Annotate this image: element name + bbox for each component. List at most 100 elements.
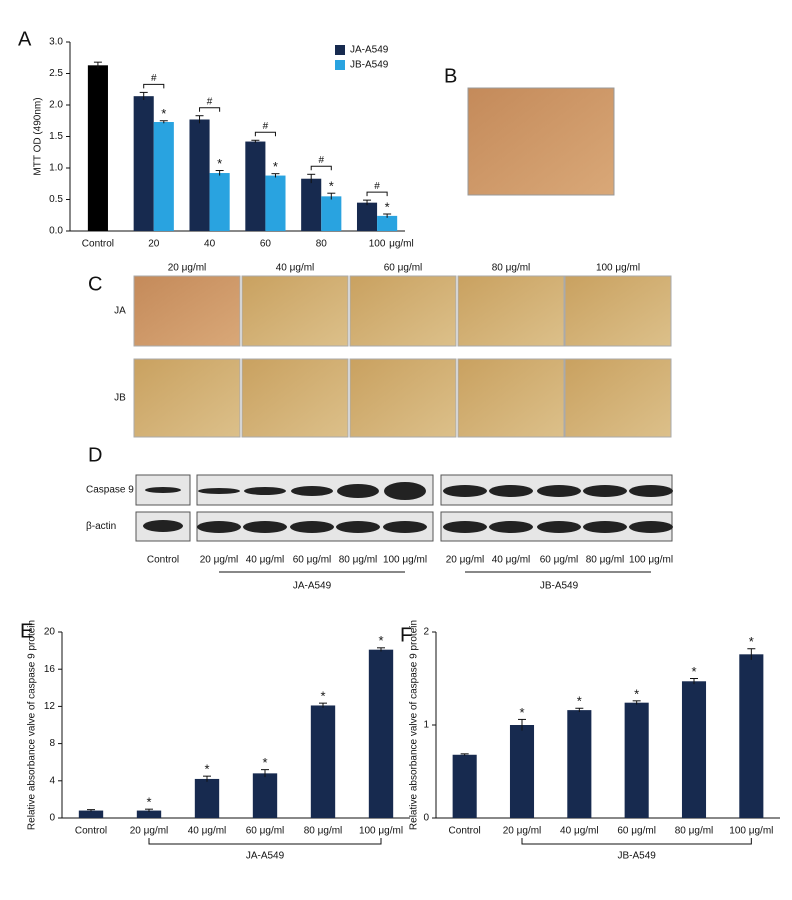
micrograph: [564, 275, 672, 347]
group-label: JA-A549: [293, 581, 332, 592]
y-tick-label: 2: [423, 627, 429, 638]
lane-label: 60 μg/ml: [540, 555, 579, 566]
x-unit: μg/ml: [389, 239, 414, 250]
bar: [452, 754, 477, 818]
bar: [252, 773, 278, 818]
significance-star: *: [385, 199, 390, 214]
lane-label: 40 μg/ml: [246, 555, 285, 566]
bar: [189, 119, 210, 231]
column-label: 60 μg/ml: [384, 263, 423, 274]
band: [290, 521, 334, 533]
y-tick-label: 1.0: [49, 163, 63, 174]
bar: [624, 702, 649, 818]
y-tick-label: 2.0: [49, 100, 63, 111]
bar: [245, 141, 266, 231]
group-bracket: [148, 838, 382, 845]
bar: [133, 96, 154, 232]
lane-label: 80 μg/ml: [586, 555, 625, 566]
x-tick-label: 20: [148, 239, 160, 250]
bar: [153, 122, 174, 231]
band: [291, 486, 333, 496]
band: [337, 484, 379, 498]
x-tick-label: 60: [260, 239, 272, 250]
band: [197, 521, 241, 533]
row-label: JA: [114, 306, 126, 317]
x-tick-label: 80 μg/ml: [304, 826, 343, 837]
panel-label: A: [18, 28, 32, 50]
lane-label: 80 μg/ml: [339, 555, 378, 566]
micrograph: [241, 358, 349, 438]
y-tick-label: 2.5: [49, 68, 63, 79]
legend-label: JA-A549: [350, 45, 389, 56]
micrograph: [133, 275, 241, 347]
bar: [265, 175, 286, 231]
bar: [356, 202, 378, 231]
column-label: 20 μg/ml: [168, 263, 207, 274]
x-tick-label: 60 μg/ml: [617, 826, 656, 837]
hash-symbol: #: [263, 121, 269, 132]
band: [145, 487, 181, 493]
x-tick-label: 100 μg/ml: [359, 826, 403, 837]
significance-star: *: [329, 179, 334, 194]
x-tick-label: 80: [316, 239, 328, 250]
x-tick-label: 60 μg/ml: [246, 826, 285, 837]
bar: [681, 681, 707, 818]
micrograph: [241, 275, 349, 347]
hash-symbol: #: [207, 96, 213, 107]
micrograph: [349, 358, 457, 438]
hash-bracket: [254, 131, 276, 137]
x-tick-label: 40: [204, 239, 216, 250]
band: [629, 521, 673, 533]
lane-label: 40 μg/ml: [492, 555, 531, 566]
bar: [209, 173, 230, 231]
y-tick-label: 0.0: [49, 226, 63, 237]
group-label: JA-A549: [246, 851, 285, 862]
legend-swatch: [335, 60, 345, 70]
lane-label: 100 μg/ml: [383, 555, 427, 566]
band: [383, 521, 427, 533]
lane-label: 20 μg/ml: [446, 555, 485, 566]
significance-star: *: [161, 106, 166, 121]
band: [244, 487, 286, 495]
hash-bracket: [310, 165, 332, 171]
bar: [509, 725, 535, 818]
band: [537, 521, 581, 533]
y-tick-label: 20: [44, 627, 56, 638]
y-tick-label: 16: [44, 664, 56, 675]
y-tick-label: 1.5: [49, 131, 63, 142]
bar: [739, 654, 764, 818]
significance-star: *: [204, 762, 209, 777]
bar: [136, 810, 162, 818]
band: [583, 521, 627, 533]
lane-label: 20 μg/ml: [200, 555, 239, 566]
bar: [301, 178, 322, 231]
significance-star: *: [378, 633, 383, 648]
band: [489, 521, 533, 533]
micrograph: [564, 358, 672, 438]
significance-star: *: [320, 689, 325, 704]
x-tick-label: Control: [82, 239, 114, 250]
significance-star: *: [634, 686, 639, 701]
hash-bracket: [143, 83, 165, 89]
panel-label: F: [400, 624, 412, 646]
legend-swatch: [335, 45, 345, 55]
bar: [321, 196, 342, 231]
significance-star: *: [749, 634, 754, 649]
band: [443, 521, 487, 533]
y-tick-label: 0: [423, 813, 429, 824]
x-tick-label: 20 μg/ml: [130, 826, 169, 837]
band: [629, 485, 673, 497]
group-bracket: [521, 838, 752, 845]
band: [537, 485, 581, 497]
x-tick-label: 20 μg/ml: [503, 826, 542, 837]
micrograph: [457, 275, 565, 347]
bar: [368, 649, 394, 818]
column-label: 100 μg/ml: [596, 263, 640, 274]
y-axis-label: Relative absorbance valve of caspase 9 p…: [409, 620, 420, 830]
x-tick-label: 40 μg/ml: [560, 826, 599, 837]
y-axis-label: Relative absorbance valve of caspase 9 p…: [27, 620, 38, 830]
bar: [567, 710, 592, 818]
layer: 20 μg/ml 40 μg/ml 60 μg/ml 80 μg/ml 100 μg/m…: [27, 37, 780, 862]
